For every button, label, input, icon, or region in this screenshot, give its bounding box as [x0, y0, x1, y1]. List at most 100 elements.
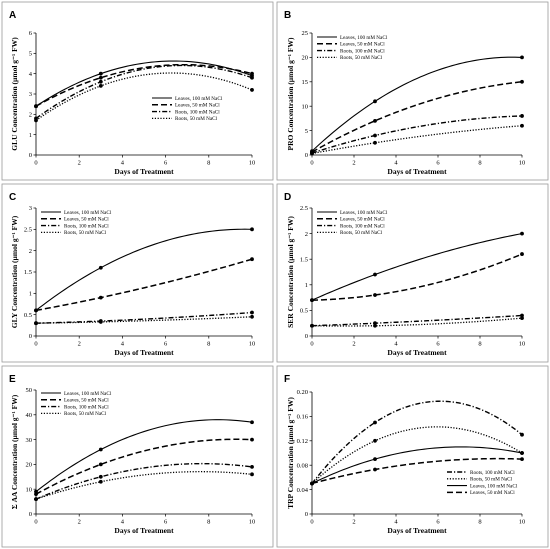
panel-e: E 0 2 4 6 8 10 0 10 20 30 40 50 Days of Treatment Σ AA… [1, 365, 274, 548]
panel-e-x-tick-label: 8 [207, 519, 210, 526]
panel-a-x-tick-label: 8 [207, 160, 210, 167]
panel-d-legend-label: Roots, 100 mM NaCl [340, 223, 385, 229]
panel-b-letter: B [284, 10, 291, 21]
panel-d-letter: D [284, 192, 291, 203]
panel-e-series-2-point [34, 492, 38, 497]
panel-b-x-axis-title: Days of Treatment [387, 167, 447, 176]
panel-b-y-tick-label: 10 [302, 103, 309, 110]
panel-e-series-4-point [250, 472, 254, 477]
panel-c-y-tick-label: 0.5 [24, 312, 32, 319]
panel-d-series-4-point [373, 323, 377, 328]
panel-e-y-tick-label: 40 [26, 412, 33, 419]
panel-e-y-tick-label: 20 [26, 462, 33, 469]
panel-f-legend-label: Roots, 50 mM NaCl [470, 477, 513, 483]
panel-c-series-4-point [250, 314, 254, 319]
panel-e-letter: E [9, 374, 16, 385]
panel-b: B 0 2 4 6 8 10 0 5 10 15 20 25 Days of Treatment PRO C… [276, 1, 549, 181]
panel-a-x-tick-label: 10 [249, 160, 256, 167]
panel-c-x-tick-label: 0 [34, 341, 37, 348]
panel-a-series-4-point [98, 83, 103, 88]
panel-e-series-3-line [35, 462, 253, 500]
panel-c-series-1-point [98, 265, 103, 270]
panel-c-y-tick-label: 2 [29, 248, 32, 255]
panel-e-series-4-point [34, 497, 38, 502]
panel-c-series-1-point [250, 227, 254, 232]
panel-f-legend-label: Roots, 100 mM NaCl [470, 470, 515, 476]
panel-d-x-tick-label: 4 [394, 341, 398, 348]
panel-c-y-axis-title: GLY Concentration (µmol g⁻¹ FW) [10, 215, 19, 328]
panel-b-series-3-point [520, 114, 524, 118]
panel-c-series-2-point [34, 308, 38, 313]
panel-e-series-3-point [98, 474, 103, 479]
panel-c-y-tick-label: 2.5 [24, 227, 32, 234]
panel-c-legend-label: Roots, 100 mM NaCl [64, 223, 109, 229]
panel-a-x-tick-label: 2 [78, 160, 81, 167]
panel-d-y-tick-label: 1 [305, 282, 308, 289]
panel-b-series-4-point [373, 140, 377, 145]
panel-d-y-tick-label: 0 [305, 333, 308, 340]
panel-e-series-3-point [250, 464, 254, 469]
panel-f-series-1-line [311, 400, 523, 484]
panel-e-legend-label: Roots, 50 mM NaCl [64, 411, 107, 417]
panel-d-x-tick-label: 10 [519, 341, 526, 348]
panel-c-series-4-point [98, 320, 103, 324]
panel-d-y-tick-label: 2 [305, 231, 308, 238]
panel-e-y-axis-title: Σ AA Concentration (µmol g⁻¹ FW) [10, 394, 19, 509]
panel-e-y-tick-label: 10 [26, 486, 33, 493]
panel-d: D 0 2 4 6 8 10 0 0.5 1 1.5 2 2.5 Days of Treatment SER… [276, 183, 549, 363]
panel-f-series-4-point [520, 457, 524, 461]
panel-f-legend-label: Leaves, 50 mM NaCl [470, 490, 515, 496]
panel-a-series-2-line [35, 63, 253, 107]
panel-b-y-tick-label: 20 [302, 55, 309, 62]
panel-d-y-tick-label: 1.5 [300, 256, 308, 263]
panel-c-frame [1, 183, 274, 363]
panel-c-series-3-point [250, 310, 254, 315]
panel-f-series-2-point [373, 438, 377, 443]
panel-e-legend-label: Leaves, 100 mM NaCl [64, 391, 112, 397]
panel-b-series-4-line [311, 125, 523, 155]
panel-d-x-axis-title: Days of Treatment [387, 348, 447, 357]
panel-a-frame [1, 1, 274, 181]
panel-b-series-1-line [311, 56, 523, 152]
panel-d-series-1-point [520, 231, 524, 236]
panel-b-x-tick-label: 6 [436, 160, 440, 167]
panel-a-y-axis-title: GLU Concentration (µmol g⁻¹ FW) [10, 37, 19, 151]
panel-c-letter: C [9, 192, 16, 203]
panel-a-y-tick-label: 2 [29, 112, 32, 119]
panel-e-x-tick-label: 4 [121, 519, 125, 526]
panel-e-x-tick-label: 10 [249, 519, 256, 526]
panel-b-y-tick-label: 25 [302, 30, 309, 37]
panel-a-x-tick-label: 4 [121, 160, 125, 167]
panel-f-y-axis-title: TRP Concentration (µmol g⁻¹ FW) [286, 397, 295, 509]
panel-a-series-4-point [34, 118, 38, 123]
panel-f-x-axis-title: Days of Treatment [387, 526, 447, 535]
panel-f-series-3-point [373, 457, 377, 461]
panel-b-x-tick-label: 8 [478, 160, 481, 167]
panel-c-legend-label: Roots, 50 mM NaCl [64, 230, 107, 236]
panel-b-series-4-point [520, 123, 524, 128]
panel-a-series-2-point [98, 75, 103, 80]
panel-a-series-4-line [35, 72, 253, 121]
panel-c-series-1-line [35, 228, 253, 311]
panel-f-x-tick-label: 0 [310, 519, 313, 526]
panel-b-y-tick-label: 15 [302, 79, 309, 86]
panel-b-legend-label: Roots, 100 mM NaCl [340, 48, 385, 54]
panel-a-y-tick-label: 3 [29, 91, 32, 98]
panel-a-series-3-point [98, 79, 103, 84]
panel-f-series-4-point [373, 467, 377, 472]
panel-b-y-axis-title: PRO Concentration (µmol g⁻¹ FW) [286, 37, 295, 151]
panel-b-y-tick-label: 0 [305, 152, 308, 159]
panel-c-legend-label: Leaves, 100 mM NaCl [64, 210, 112, 216]
panel-a-legend-label: Leaves, 50 mM NaCl [175, 103, 220, 109]
panel-a-series-3-point [250, 75, 254, 80]
panel-b-series-3-point [373, 133, 377, 138]
panel-f-x-tick-label: 6 [436, 519, 440, 526]
panel-f-x-tick-label: 10 [519, 519, 526, 526]
panel-c-x-tick-label: 4 [121, 341, 125, 348]
panel-b-x-tick-label: 10 [519, 160, 526, 167]
panel-e-x-axis-title: Days of Treatment [114, 526, 174, 535]
panel-a-x-axis-title: Days of Treatment [114, 167, 174, 176]
panel-e-series-4-point [98, 479, 103, 484]
